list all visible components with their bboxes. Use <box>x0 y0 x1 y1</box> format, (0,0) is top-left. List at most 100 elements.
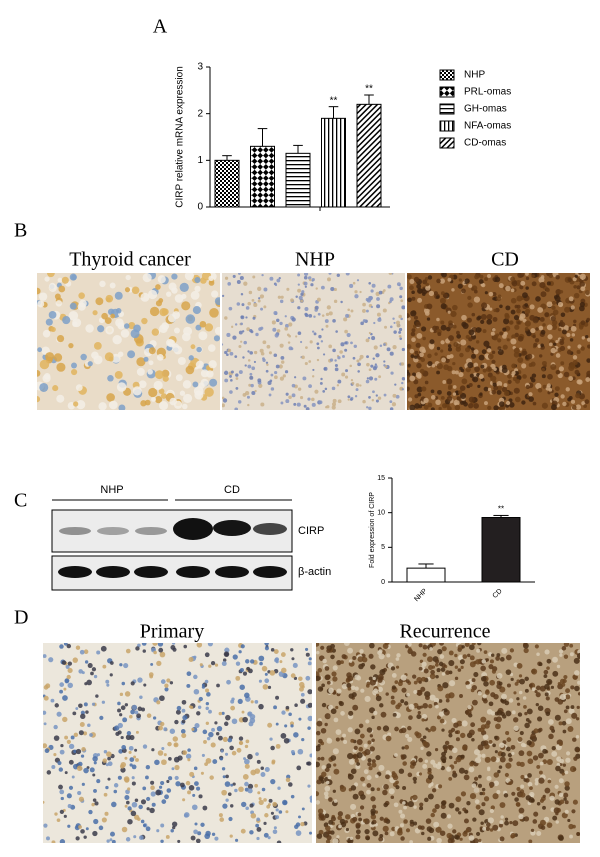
nucleus <box>354 686 359 691</box>
nucleus <box>350 768 357 775</box>
nucleus <box>242 393 247 397</box>
nucleus <box>425 285 431 291</box>
nucleus <box>290 794 295 799</box>
legend-swatch <box>439 137 455 149</box>
nucleus <box>325 324 329 328</box>
nucleus <box>359 354 364 359</box>
nucleus <box>524 320 531 327</box>
y-tick-label: 10 <box>377 510 385 517</box>
nucleus <box>108 400 118 410</box>
nucleus <box>571 809 576 814</box>
nucleus <box>403 819 408 824</box>
nucleus <box>125 274 131 281</box>
legend-label: CD-omas <box>464 138 506 149</box>
nucleus <box>299 396 304 400</box>
nucleus <box>290 673 296 679</box>
nucleus <box>368 653 374 659</box>
nucleus <box>423 404 429 410</box>
nucleus <box>555 289 562 295</box>
nucleus <box>398 809 403 814</box>
nucleus <box>269 276 274 281</box>
nucleus <box>281 710 286 715</box>
nucleus <box>531 668 538 675</box>
nucleus <box>461 378 468 385</box>
nucleus <box>43 685 49 690</box>
nucleus <box>63 814 67 818</box>
nucleus <box>62 716 68 723</box>
nucleus <box>274 375 278 380</box>
nucleus <box>491 350 496 355</box>
nucleus <box>457 668 462 672</box>
nucleus <box>97 325 105 333</box>
nucleus <box>169 681 174 685</box>
nucleus <box>182 332 191 342</box>
nucleus <box>187 758 191 762</box>
nucleus <box>90 671 94 676</box>
nucleus <box>464 643 470 647</box>
nucleus <box>85 324 94 333</box>
nucleus <box>576 349 581 355</box>
nucleus <box>426 826 433 832</box>
nucleus <box>479 392 483 396</box>
nucleus <box>508 757 513 762</box>
nucleus <box>297 283 300 286</box>
nucleus <box>407 725 412 731</box>
nucleus <box>451 370 456 375</box>
nucleus <box>328 797 333 802</box>
nucleus <box>260 766 264 770</box>
nucleus <box>389 297 394 302</box>
nucleus <box>349 364 353 368</box>
nucleus <box>487 405 492 410</box>
nucleus <box>422 735 427 740</box>
nucleus <box>525 778 530 783</box>
nucleus <box>521 363 527 369</box>
nucleus <box>394 753 398 757</box>
nucleus <box>363 743 368 748</box>
nucleus <box>198 331 208 341</box>
nucleus <box>431 788 437 793</box>
nucleus <box>378 375 382 379</box>
nucleus <box>469 761 474 767</box>
nucleus <box>182 403 188 410</box>
nucleus <box>567 397 572 402</box>
nucleus <box>511 751 515 756</box>
nucleus <box>489 679 496 686</box>
nucleus <box>430 395 436 400</box>
nucleus <box>303 273 309 277</box>
nucleus <box>384 831 389 836</box>
nucleus <box>377 396 382 400</box>
nucleus <box>247 753 253 760</box>
nucleus <box>258 799 264 805</box>
nucleus <box>46 770 52 775</box>
nucleus <box>372 390 375 394</box>
nucleus <box>316 643 320 647</box>
nucleus <box>206 736 211 741</box>
nucleus <box>520 774 525 780</box>
texture <box>37 273 220 410</box>
nucleus <box>546 301 553 308</box>
nucleus <box>432 325 438 331</box>
nucleus <box>385 774 390 780</box>
nucleus <box>173 327 180 334</box>
nucleus <box>300 292 304 296</box>
nucleus <box>550 352 554 356</box>
nucleus <box>359 649 364 654</box>
nucleus <box>345 814 351 820</box>
nucleus <box>83 835 87 839</box>
blot-group: CD <box>224 484 240 496</box>
nucleus <box>271 760 276 765</box>
nucleus <box>448 335 454 342</box>
nucleus <box>534 690 538 694</box>
nucleus <box>139 835 144 840</box>
nucleus <box>146 807 150 811</box>
nucleus <box>188 355 194 361</box>
nucleus <box>498 823 503 828</box>
nucleus <box>287 341 291 344</box>
nucleus <box>321 765 326 770</box>
nucleus <box>519 730 524 736</box>
nucleus <box>196 786 201 791</box>
nucleus <box>254 783 259 788</box>
nucleus <box>363 769 369 775</box>
nucleus <box>370 305 374 309</box>
nucleus <box>522 350 528 356</box>
